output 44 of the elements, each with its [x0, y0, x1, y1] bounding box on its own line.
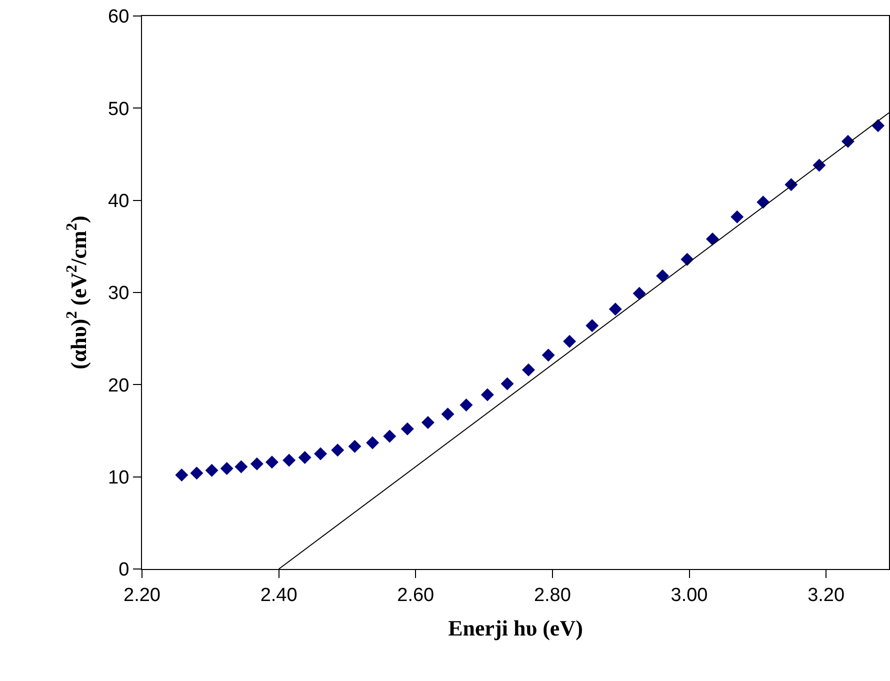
- y-tick-label: 30: [108, 283, 130, 304]
- point: [348, 440, 362, 453]
- y-tick-label: 0: [118, 560, 130, 581]
- point: [608, 302, 622, 316]
- y-tick-label: 50: [108, 98, 130, 120]
- x-tick-label: 2.60: [397, 584, 434, 606]
- x-tick-label: 3.20: [808, 584, 845, 606]
- point: [331, 444, 344, 457]
- point: [730, 210, 744, 224]
- point: [706, 232, 720, 246]
- point: [265, 456, 278, 469]
- point: [282, 454, 296, 467]
- point: [756, 196, 770, 209]
- x-tick-label: 3.00: [670, 584, 708, 606]
- point: [205, 464, 218, 477]
- point: [656, 269, 670, 282]
- point: [234, 460, 248, 474]
- point: [400, 422, 414, 436]
- x-axis-title: Enerji hυ (eV): [448, 616, 583, 641]
- point: [586, 319, 599, 332]
- point: [632, 286, 646, 300]
- point: [298, 450, 312, 464]
- point: [500, 377, 514, 390]
- point: [250, 457, 264, 470]
- point: [522, 363, 535, 376]
- point: [383, 430, 396, 443]
- x-tick-label: 2.40: [260, 584, 298, 606]
- x-tick-label: 2.80: [534, 584, 571, 606]
- point: [460, 398, 473, 412]
- y-tick-label: 20: [108, 375, 130, 396]
- point: [175, 468, 188, 482]
- y-tick-label: 40: [108, 190, 130, 212]
- point: [190, 466, 204, 480]
- point: [542, 348, 555, 362]
- point: [421, 416, 434, 429]
- point: [480, 388, 494, 402]
- y-tick-label: 60: [108, 6, 130, 28]
- point: [314, 447, 328, 460]
- y-tick-label: 10: [108, 467, 130, 488]
- point: [441, 408, 454, 421]
- point: [220, 462, 234, 476]
- point: [366, 436, 380, 450]
- point: [563, 334, 576, 348]
- x-tick-label: 2.20: [124, 584, 160, 606]
